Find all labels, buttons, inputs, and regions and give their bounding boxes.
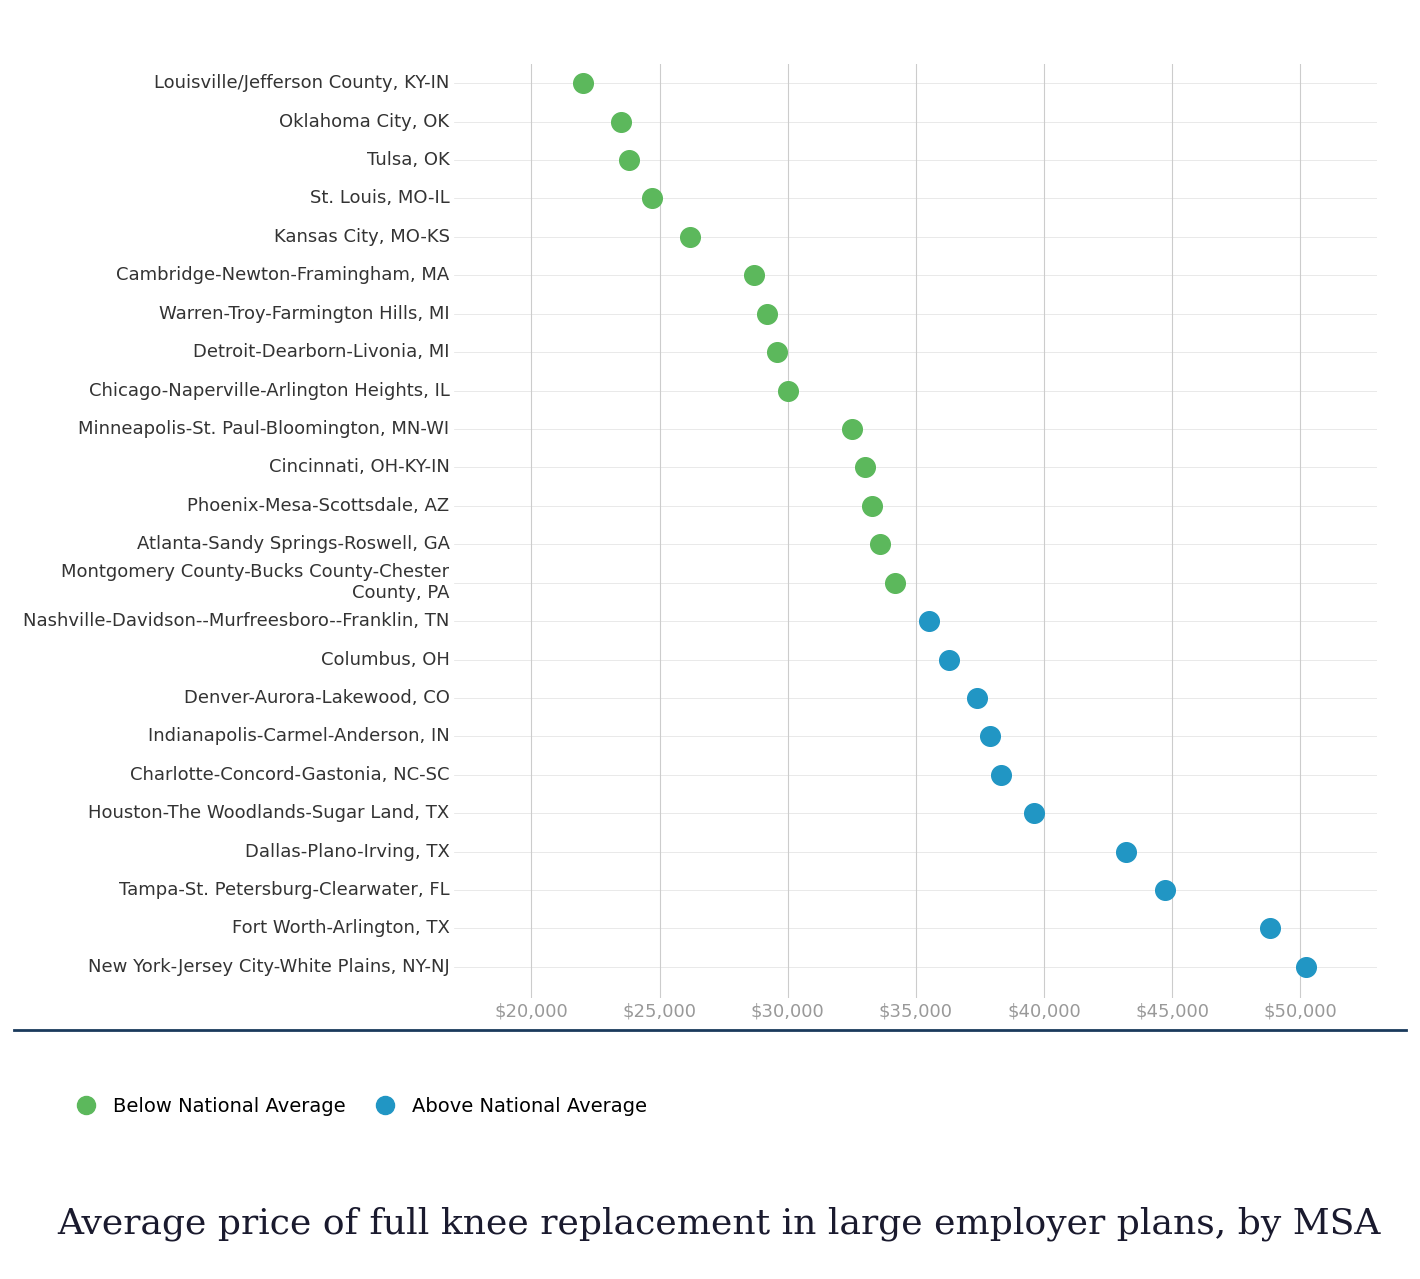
Point: [917, 611, 940, 632]
Point: [767, 341, 790, 362]
Point: [1022, 803, 1045, 824]
Point: [777, 380, 799, 400]
Point: [966, 688, 988, 709]
Point: [885, 573, 907, 593]
Point: [571, 73, 594, 93]
Point: [990, 765, 1012, 785]
Point: [853, 457, 876, 477]
Point: [1258, 918, 1281, 939]
Point: [618, 150, 640, 170]
Point: [609, 111, 632, 132]
Point: [743, 265, 765, 285]
Point: [679, 226, 701, 247]
Text: Average price of full knee replacement in large employer plans, by MSA: Average price of full knee replacement i…: [57, 1206, 1380, 1241]
Point: [869, 535, 892, 555]
Point: [1115, 842, 1137, 862]
Point: [1294, 957, 1316, 977]
Point: [1153, 880, 1176, 900]
Legend: Below National Average, Above National Average: Below National Average, Above National A…: [67, 1097, 648, 1115]
Point: [841, 418, 863, 439]
Point: [978, 726, 1001, 747]
Point: [861, 495, 883, 515]
Point: [755, 303, 778, 324]
Point: [640, 188, 663, 208]
Point: [937, 650, 960, 670]
